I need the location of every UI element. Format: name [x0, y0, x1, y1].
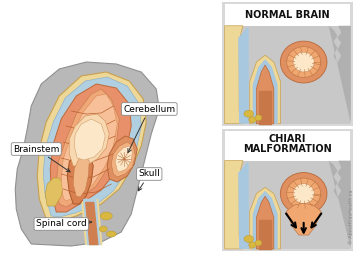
Polygon shape [256, 65, 274, 124]
FancyBboxPatch shape [221, 128, 354, 252]
Polygon shape [238, 163, 249, 249]
Polygon shape [250, 187, 281, 249]
Polygon shape [111, 142, 135, 177]
Polygon shape [67, 151, 93, 204]
Polygon shape [253, 191, 278, 249]
Text: Brainstem: Brainstem [13, 145, 70, 172]
Polygon shape [329, 26, 351, 124]
Polygon shape [225, 26, 243, 124]
Polygon shape [15, 62, 159, 246]
Text: NORMAL BRAIN: NORMAL BRAIN [245, 10, 330, 20]
Text: Spinal cord: Spinal cord [36, 219, 91, 229]
Polygon shape [115, 146, 132, 172]
Polygon shape [286, 203, 321, 235]
Text: © AboutKidsHealth.ca: © AboutKidsHealth.ca [349, 189, 354, 244]
Polygon shape [61, 94, 117, 201]
Bar [225, 26, 350, 124]
Ellipse shape [281, 41, 327, 83]
Bar [225, 161, 350, 249]
Text: CHIARI: CHIARI [269, 134, 306, 144]
Ellipse shape [100, 212, 112, 220]
Polygon shape [238, 28, 249, 124]
Polygon shape [329, 161, 351, 249]
Polygon shape [45, 178, 63, 206]
Polygon shape [43, 77, 141, 217]
Polygon shape [107, 136, 137, 182]
Polygon shape [37, 72, 146, 221]
Ellipse shape [287, 47, 321, 77]
Ellipse shape [244, 110, 253, 117]
Polygon shape [253, 59, 278, 124]
Text: MALFORMATION: MALFORMATION [243, 144, 332, 154]
Ellipse shape [106, 231, 116, 237]
Bar [225, 4, 350, 26]
Ellipse shape [293, 52, 314, 72]
Polygon shape [74, 119, 105, 160]
Ellipse shape [249, 242, 256, 248]
Ellipse shape [281, 172, 327, 215]
Polygon shape [256, 196, 274, 249]
Polygon shape [69, 114, 109, 166]
Ellipse shape [293, 184, 314, 203]
Text: Cerebellum: Cerebellum [123, 104, 175, 153]
Polygon shape [250, 55, 281, 124]
Bar [225, 131, 350, 161]
FancyBboxPatch shape [221, 1, 354, 127]
Polygon shape [225, 161, 243, 249]
Ellipse shape [287, 178, 321, 209]
Ellipse shape [244, 235, 253, 242]
Polygon shape [73, 156, 89, 197]
Ellipse shape [255, 115, 262, 121]
Text: Skull: Skull [138, 169, 160, 191]
Ellipse shape [99, 226, 107, 232]
Ellipse shape [249, 117, 256, 123]
Ellipse shape [255, 240, 262, 246]
Polygon shape [50, 84, 131, 212]
Polygon shape [56, 89, 119, 207]
